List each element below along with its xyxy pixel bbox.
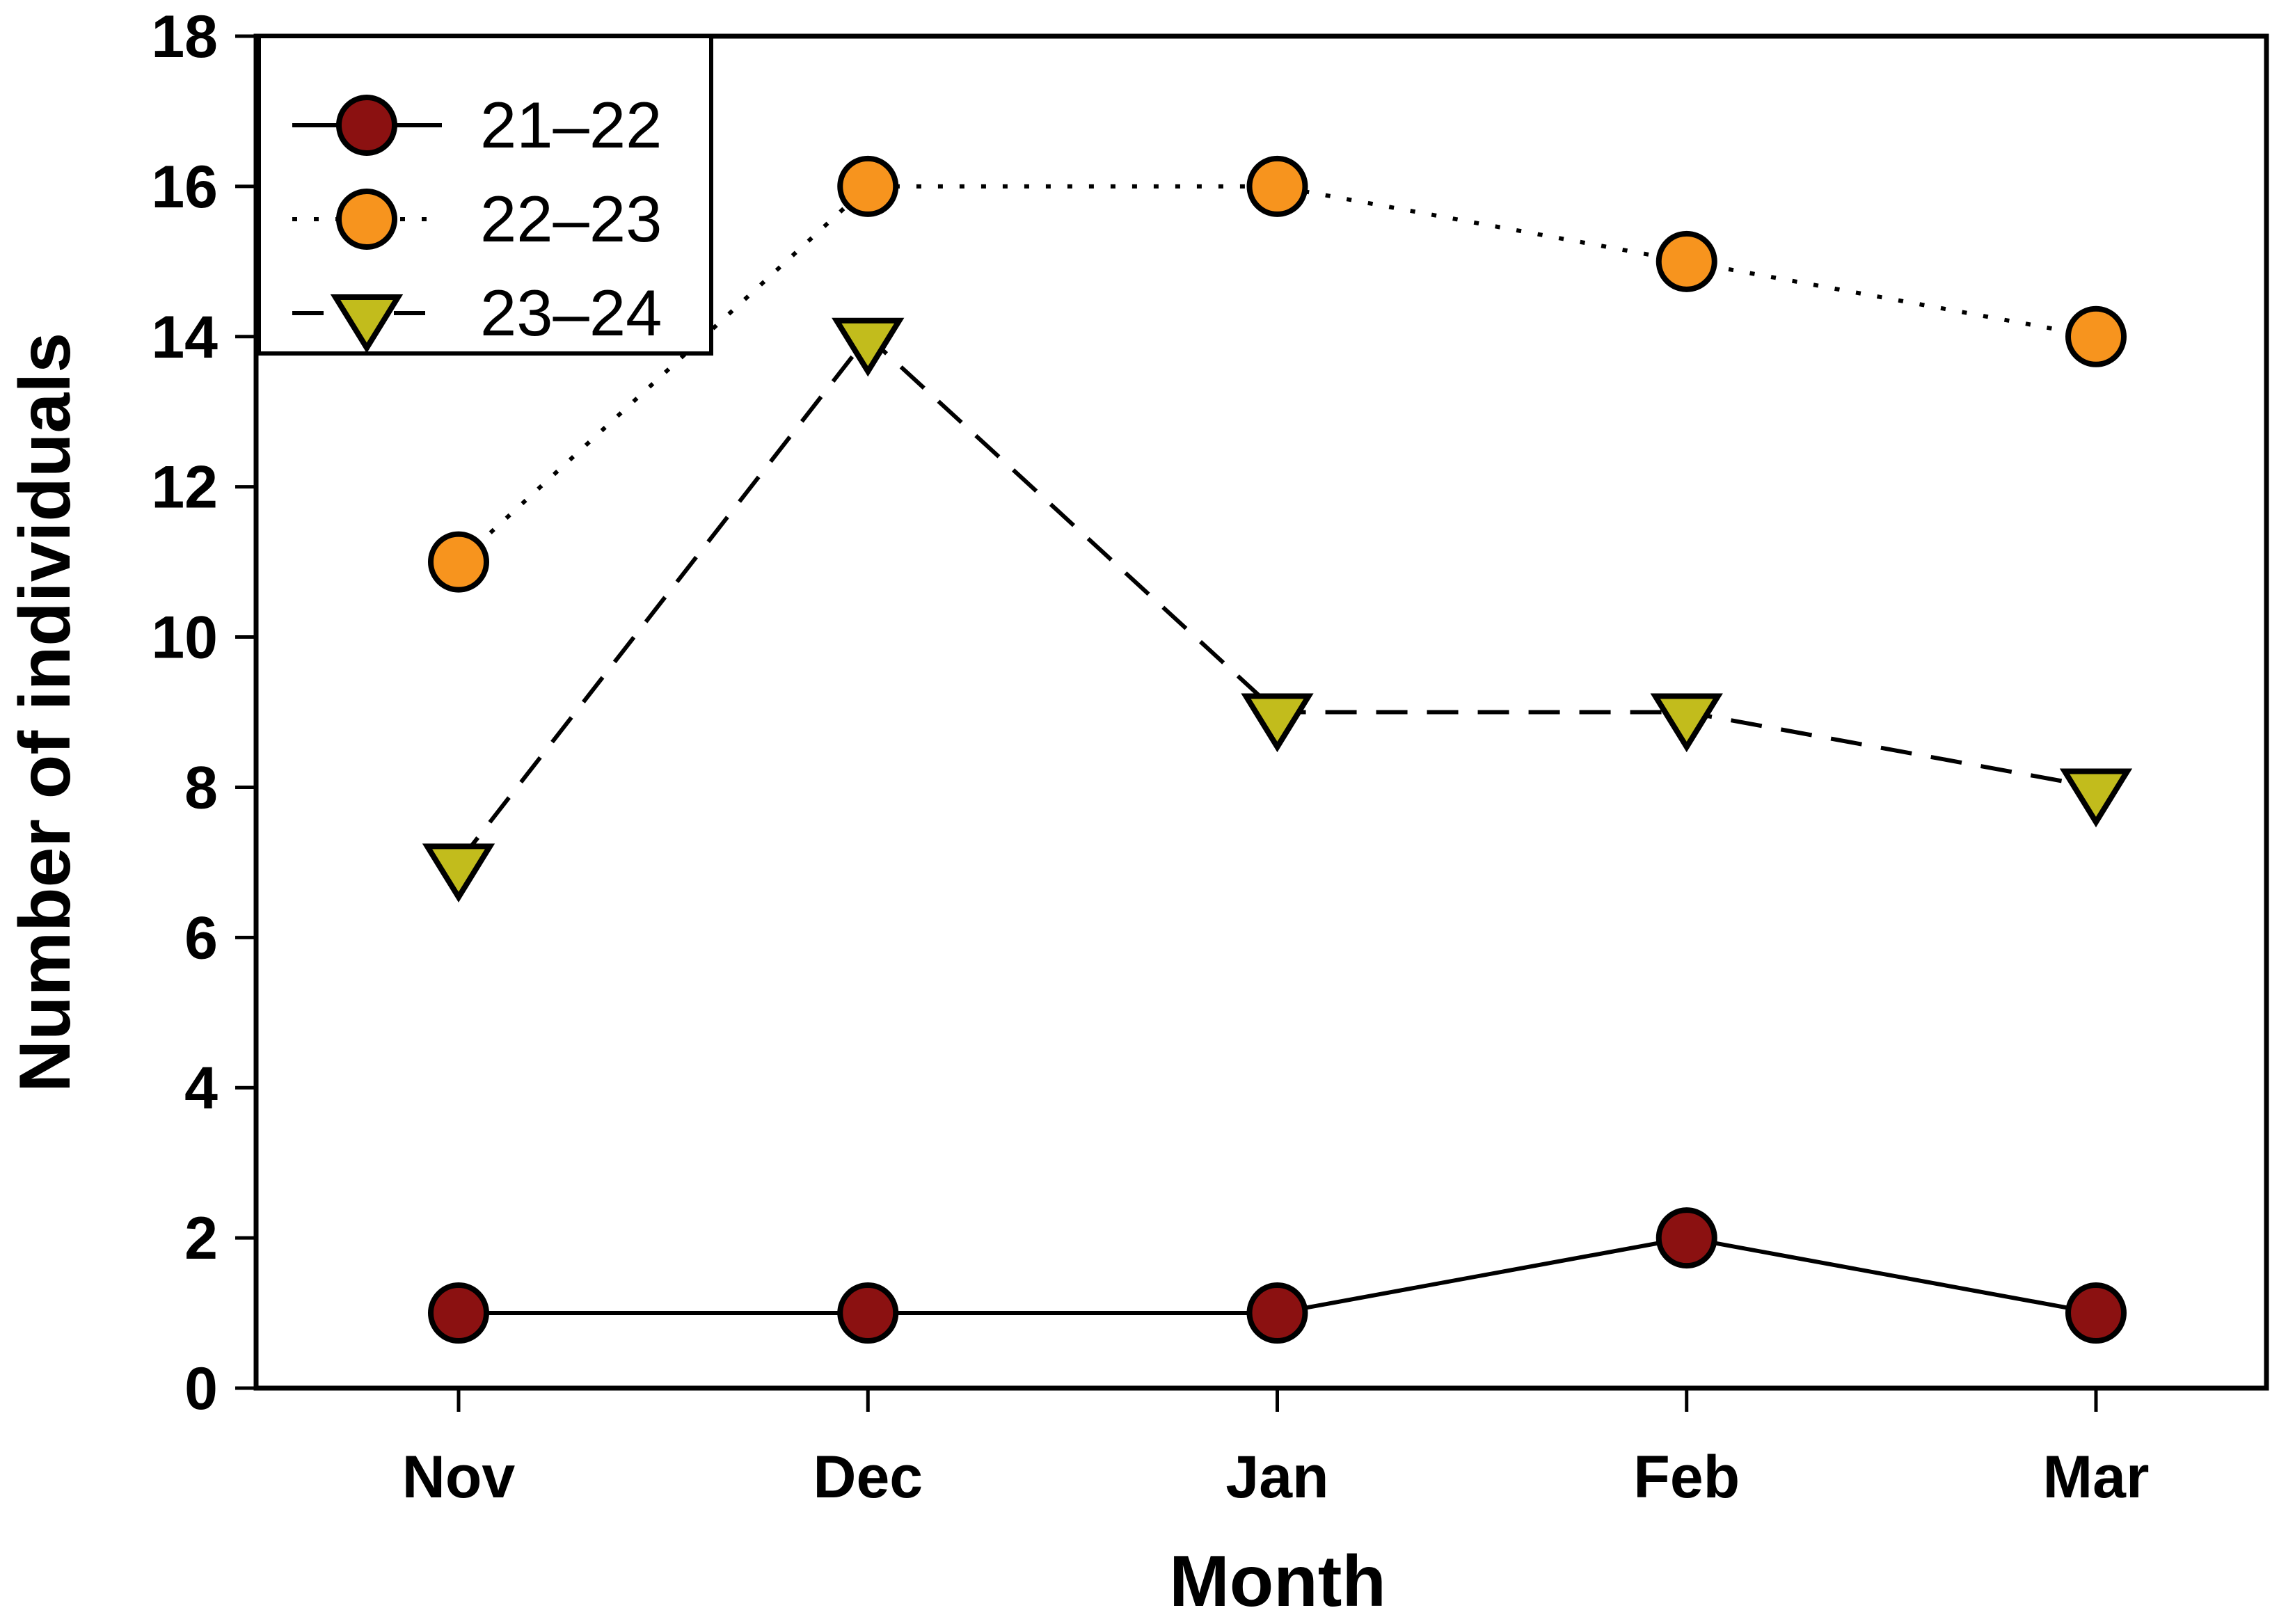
x-tick-label: Nov [402, 1444, 516, 1511]
data-point-circle-marker [837, 155, 899, 217]
data-point-circle-marker [1655, 1207, 1717, 1269]
legend-label: 22–23 [480, 182, 662, 255]
data-point-circle-marker [2065, 1282, 2127, 1344]
data-point-circle-marker [1246, 1282, 1308, 1344]
data-point-circle-marker [428, 531, 489, 593]
y-tick-label: 2 [184, 1205, 218, 1272]
data-point-triangle-marker [2059, 768, 2133, 828]
x-axis-title: Month [1169, 1541, 1386, 1622]
x-tick-label: Mar [2043, 1444, 2150, 1511]
x-tick-label: Feb [1633, 1444, 1740, 1511]
y-tick-label: 16 [151, 154, 218, 221]
legend-box [257, 34, 713, 356]
y-tick-label: 8 [184, 754, 218, 821]
y-tick-label: 14 [151, 304, 218, 371]
y-tick-label: 6 [184, 905, 218, 971]
chart-generated-content: 0 2 4 6 8 10 12 14 16 18 Nov Dec Jan Feb Mar 21–22 22–23… [151, 3, 2269, 1511]
legend-circle-marker [336, 95, 397, 156]
y-tick-label: 0 [184, 1355, 218, 1422]
data-point-triangle-marker [422, 843, 495, 903]
plot-border [253, 33, 2269, 1391]
y-tick-label: 18 [151, 3, 218, 70]
legend-label: 21–22 [480, 88, 662, 161]
y-tick-label: 4 [184, 1055, 218, 1122]
legend-label: 23–24 [480, 276, 662, 349]
data-point-triangle-marker [1241, 693, 1314, 753]
data-point-triangle-marker [1650, 693, 1723, 753]
data-point-circle-marker [428, 1282, 489, 1344]
data-point-triangle-marker [832, 317, 905, 377]
legend-triangle-marker [330, 294, 404, 353]
x-tick-label: Jan [1225, 1444, 1328, 1511]
data-point-circle-marker [1655, 230, 1717, 292]
y-tick-label: 10 [151, 605, 218, 671]
y-axis-title: Number of individuals [5, 333, 86, 1092]
y-tick-label: 12 [151, 454, 218, 521]
series-line-22–23 [456, 184, 2097, 564]
series-line-23–24 [456, 333, 2097, 864]
data-point-circle-marker [837, 1282, 899, 1344]
x-tick-label: Dec [813, 1444, 923, 1511]
data-point-circle-marker [2065, 305, 2127, 367]
legend-circle-marker [336, 189, 397, 250]
data-point-circle-marker [1246, 155, 1308, 217]
